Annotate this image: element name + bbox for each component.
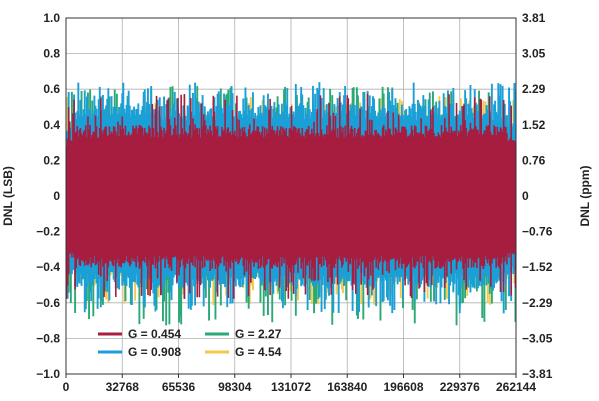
y2-tick-label: −3.81 <box>522 367 553 381</box>
y-tick-label: −0.6 <box>36 296 60 310</box>
y-tick-label: −1.0 <box>36 367 60 381</box>
y-axis-right: 3.81 3.05 2.29 1.52 0.76 0 −0.76 −1.52 −2.29 −3.0… <box>522 11 553 381</box>
y-tick-label: −0.4 <box>36 260 60 274</box>
series-g-0-454 <box>65 93 517 299</box>
y-axis-left: 1.0 0.8 0.6 0.4 0.2 0 −0.2 −0.4 −0.6 −0.8 −1.0 <box>36 11 60 381</box>
x-tick-label: 229376 <box>440 380 480 394</box>
y2-tick-label: −0.76 <box>522 225 553 239</box>
y-tick-label: −0.2 <box>36 225 60 239</box>
y2-tick-label: 2.29 <box>522 82 546 96</box>
y-tick-label: 1.0 <box>43 11 60 25</box>
x-tick-label: 65536 <box>162 380 196 394</box>
y2-tick-label: 1.52 <box>522 118 546 132</box>
legend-label: G = 2.27 <box>235 327 282 341</box>
x-tick-label: 163840 <box>327 380 367 394</box>
y2-tick-label: 0 <box>522 189 529 203</box>
y2-tick-label: −3.05 <box>522 331 553 345</box>
x-tick-label: 131072 <box>271 380 311 394</box>
legend-label: G = 0.454 <box>128 327 181 341</box>
x-axis: 0 32768 65536 98304 131072 163840 196608 229376… <box>63 374 536 394</box>
legend-label: G = 4.54 <box>235 345 282 359</box>
x-tick-label: 98304 <box>218 380 252 394</box>
x-tick-label: 32768 <box>106 380 140 394</box>
y-tick-label: −0.8 <box>36 331 60 345</box>
y-tick-label: 0.6 <box>43 82 60 96</box>
legend-label: G = 0.908 <box>128 345 181 359</box>
y-axis-title: DNL (LSB) <box>1 166 15 226</box>
y2-tick-label: −2.29 <box>522 296 553 310</box>
y-tick-label: 0 <box>53 189 60 203</box>
x-tick-label: 0 <box>63 380 70 394</box>
y-tick-label: 0.2 <box>43 153 60 167</box>
series-layer <box>65 82 517 326</box>
y-tick-label: 0.4 <box>43 118 60 132</box>
legend: G = 0.454 G = 2.27 G = 0.908 G = 4.54 <box>98 327 282 359</box>
y-tick-label: 0.8 <box>43 47 60 61</box>
x-tick-label: 262144 <box>496 380 536 394</box>
y2-tick-label: −1.52 <box>522 260 553 274</box>
y2-axis-title: DNL (ppm) <box>578 165 592 226</box>
y2-tick-label: 0.76 <box>522 153 546 167</box>
y2-tick-label: 3.81 <box>522 11 546 25</box>
y2-tick-label: 3.05 <box>522 47 546 61</box>
series-core-band <box>67 140 515 253</box>
x-tick-label: 196608 <box>383 380 423 394</box>
